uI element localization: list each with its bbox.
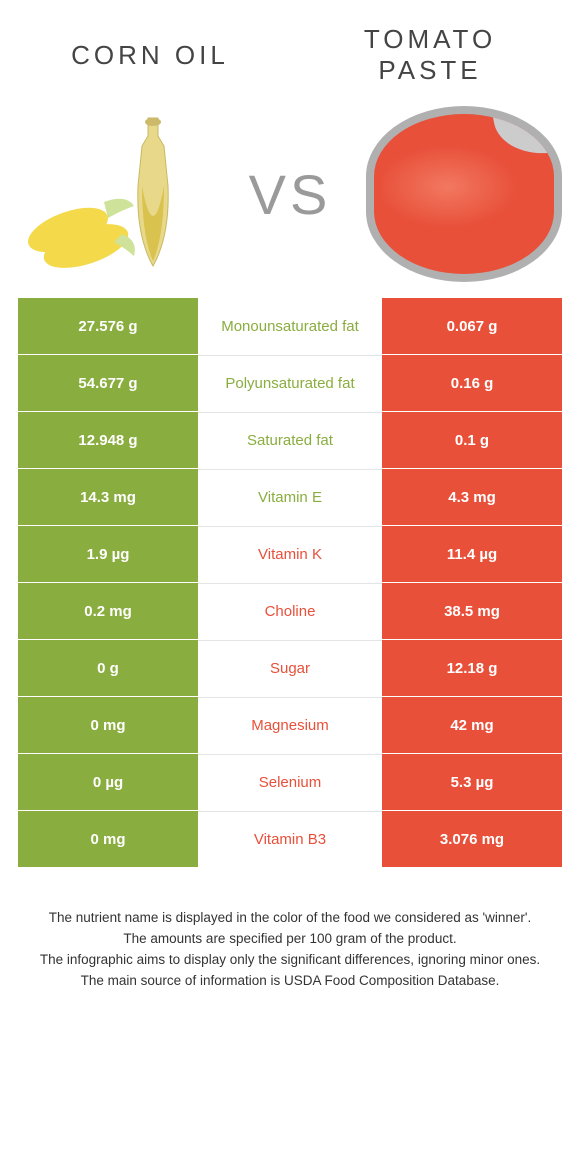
- footer-notes: The nutrient name is displayed in the co…: [0, 908, 580, 992]
- left-value: 0 µg: [18, 754, 198, 810]
- images-row: VS: [0, 106, 580, 282]
- right-value: 42 mg: [382, 697, 562, 753]
- right-food-title: TOMATO PASTE: [290, 24, 570, 86]
- left-value: 27.576 g: [18, 298, 198, 354]
- table-row: 0.2 mgCholine38.5 mg: [18, 583, 562, 640]
- left-value: 0.2 mg: [18, 583, 198, 639]
- nutrient-name: Selenium: [198, 754, 382, 810]
- footer-line: The amounts are specified per 100 gram o…: [26, 929, 554, 950]
- right-value: 0.067 g: [382, 298, 562, 354]
- right-value: 3.076 mg: [382, 811, 562, 867]
- left-value: 14.3 mg: [18, 469, 198, 525]
- table-row: 12.948 gSaturated fat0.1 g: [18, 412, 562, 469]
- table-row: 0 gSugar12.18 g: [18, 640, 562, 697]
- left-value: 0 mg: [18, 697, 198, 753]
- right-value: 0.16 g: [382, 355, 562, 411]
- left-food-title: CORN OIL: [10, 40, 290, 71]
- footer-line: The nutrient name is displayed in the co…: [26, 908, 554, 929]
- footer-line: The infographic aims to display only the…: [26, 950, 554, 971]
- table-row: 27.576 gMonounsaturated fat0.067 g: [18, 298, 562, 355]
- left-value: 1.9 µg: [18, 526, 198, 582]
- right-value: 38.5 mg: [382, 583, 562, 639]
- comparison-table: 27.576 gMonounsaturated fat0.067 g54.677…: [18, 298, 562, 868]
- table-row: 0 mgVitamin B33.076 mg: [18, 811, 562, 868]
- corn-cob-icon: [26, 188, 136, 273]
- table-row: 54.677 gPolyunsaturated fat0.16 g: [18, 355, 562, 412]
- right-food-image: [366, 106, 562, 282]
- left-value: 0 g: [18, 640, 198, 696]
- table-row: 1.9 µgVitamin K11.4 µg: [18, 526, 562, 583]
- nutrient-name: Vitamin K: [198, 526, 382, 582]
- right-value: 4.3 mg: [382, 469, 562, 525]
- nutrient-name: Sugar: [198, 640, 382, 696]
- table-row: 0 µgSelenium5.3 µg: [18, 754, 562, 811]
- nutrient-name: Choline: [198, 583, 382, 639]
- right-value: 11.4 µg: [382, 526, 562, 582]
- right-value: 0.1 g: [382, 412, 562, 468]
- vs-text: VS: [249, 162, 332, 227]
- nutrient-name: Saturated fat: [198, 412, 382, 468]
- right-value: 12.18 g: [382, 640, 562, 696]
- left-value: 12.948 g: [18, 412, 198, 468]
- nutrient-name: Polyunsaturated fat: [198, 355, 382, 411]
- nutrient-name: Vitamin E: [198, 469, 382, 525]
- nutrient-name: Vitamin B3: [198, 811, 382, 867]
- table-row: 0 mgMagnesium42 mg: [18, 697, 562, 754]
- left-food-image: [18, 106, 214, 282]
- left-value: 54.677 g: [18, 355, 198, 411]
- nutrient-name: Magnesium: [198, 697, 382, 753]
- right-value: 5.3 µg: [382, 754, 562, 810]
- nutrient-name: Monounsaturated fat: [198, 298, 382, 354]
- header: CORN OIL TOMATO PASTE: [0, 0, 580, 96]
- left-value: 0 mg: [18, 811, 198, 867]
- footer-line: The main source of information is USDA F…: [26, 971, 554, 992]
- table-row: 14.3 mgVitamin E4.3 mg: [18, 469, 562, 526]
